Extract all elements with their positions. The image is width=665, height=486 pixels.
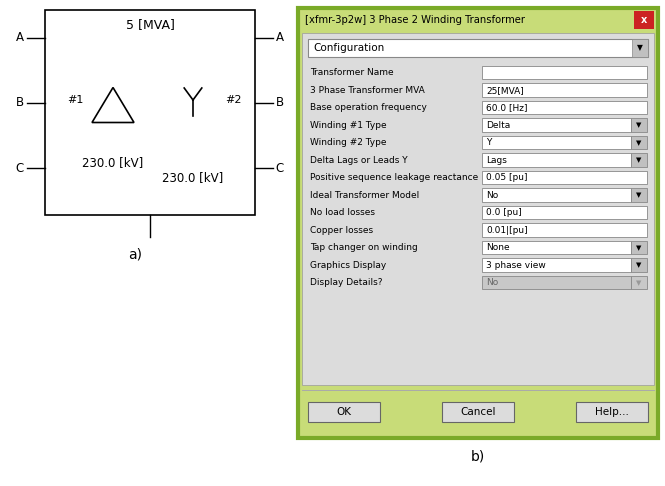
Bar: [482, 276, 631, 290]
Text: A: A: [276, 32, 284, 45]
Text: C: C: [276, 161, 284, 174]
Text: Y: Y: [486, 138, 491, 147]
Text: ▼: ▼: [637, 44, 643, 52]
Text: Copper losses: Copper losses: [310, 226, 373, 235]
Text: ▼: ▼: [636, 157, 642, 163]
Bar: [631, 189, 647, 202]
Text: 3 phase view: 3 phase view: [486, 261, 546, 270]
Text: x: x: [641, 15, 647, 25]
Bar: [631, 259, 647, 272]
Bar: [631, 276, 647, 290]
Text: b): b): [471, 449, 485, 463]
Text: 0.01|[pu]: 0.01|[pu]: [486, 226, 527, 235]
Bar: [298, 8, 658, 438]
Text: Cancel: Cancel: [460, 407, 495, 417]
Text: B: B: [16, 97, 24, 109]
Text: ▼: ▼: [636, 122, 642, 128]
Bar: [482, 259, 631, 272]
Text: Help...: Help...: [595, 407, 629, 417]
Text: Delta Lags or Leads Y: Delta Lags or Leads Y: [310, 156, 408, 165]
Text: Tap changer on winding: Tap changer on winding: [310, 243, 418, 252]
Text: No: No: [486, 278, 498, 287]
Text: ▼: ▼: [636, 245, 642, 251]
Text: 0.0 [pu]: 0.0 [pu]: [486, 208, 522, 217]
Text: #2: #2: [225, 95, 241, 105]
Text: a): a): [128, 248, 142, 262]
Text: C: C: [16, 161, 24, 174]
Text: No: No: [486, 191, 498, 200]
Text: ▼: ▼: [636, 192, 642, 198]
Bar: [45, 10, 255, 215]
Bar: [482, 136, 631, 150]
Bar: [631, 241, 647, 255]
Text: 25[MVA]: 25[MVA]: [486, 86, 524, 95]
Bar: [631, 154, 647, 167]
Text: Graphics Display: Graphics Display: [310, 261, 386, 270]
Text: 230.0 [kV]: 230.0 [kV]: [82, 156, 144, 170]
Bar: [482, 101, 647, 115]
Text: None: None: [486, 243, 509, 252]
Text: 3 Phase Transformer MVA: 3 Phase Transformer MVA: [310, 86, 425, 95]
Text: ▼: ▼: [636, 280, 642, 286]
Bar: [482, 154, 631, 167]
Bar: [482, 189, 631, 202]
Bar: [631, 136, 647, 150]
Text: Base operation frequency: Base operation frequency: [310, 103, 427, 112]
Text: 60.0 [Hz]: 60.0 [Hz]: [486, 103, 527, 112]
Bar: [634, 11, 654, 29]
Bar: [308, 39, 648, 57]
Text: B: B: [276, 97, 284, 109]
Text: [xfmr-3p2w] 3 Phase 2 Winding Transformer: [xfmr-3p2w] 3 Phase 2 Winding Transforme…: [305, 15, 525, 25]
Text: Positive sequence leakage reactance: Positive sequence leakage reactance: [310, 173, 478, 182]
Text: Winding #2 Type: Winding #2 Type: [310, 138, 386, 147]
Text: Transformer Name: Transformer Name: [310, 68, 394, 77]
Bar: [308, 402, 380, 422]
Text: 5 [MVA]: 5 [MVA]: [126, 18, 174, 32]
Text: Winding #1 Type: Winding #1 Type: [310, 121, 386, 130]
Text: Delta: Delta: [486, 121, 510, 130]
Text: Display Details?: Display Details?: [310, 278, 382, 287]
Bar: [442, 402, 514, 422]
Text: OK: OK: [336, 407, 352, 417]
Text: #1: #1: [66, 95, 83, 105]
Bar: [482, 241, 631, 255]
Text: ▼: ▼: [636, 262, 642, 268]
Text: Ideal Transformer Model: Ideal Transformer Model: [310, 191, 419, 200]
Bar: [482, 84, 647, 97]
Bar: [482, 206, 647, 220]
Bar: [482, 66, 647, 80]
Text: Configuration: Configuration: [313, 43, 384, 53]
Text: 0.05 [pu]: 0.05 [pu]: [486, 173, 527, 182]
Bar: [631, 119, 647, 132]
Text: 230.0 [kV]: 230.0 [kV]: [162, 172, 223, 185]
Text: Lags: Lags: [486, 156, 507, 165]
Text: ▼: ▼: [636, 140, 642, 146]
Text: A: A: [16, 32, 24, 45]
Bar: [576, 402, 648, 422]
Text: No load losses: No load losses: [310, 208, 375, 217]
Bar: [632, 39, 648, 57]
Bar: [482, 171, 647, 185]
Bar: [482, 119, 631, 132]
Bar: [302, 33, 654, 385]
Bar: [482, 224, 647, 237]
